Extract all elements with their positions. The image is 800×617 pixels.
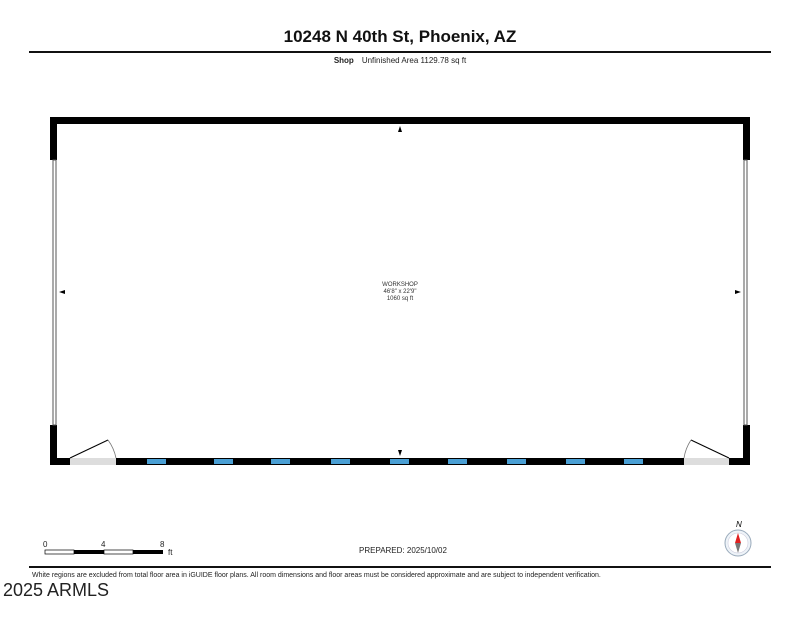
floor-name: Shop <box>333 56 354 65</box>
scale-label-4: 4 <box>101 540 106 549</box>
left-door <box>69 439 117 465</box>
right-wall-lower <box>743 425 750 465</box>
window <box>448 459 467 464</box>
floor-area: Unfinished Area 1129.78 sq ft <box>361 56 467 65</box>
watermark: 2025 ARMLS <box>3 580 110 600</box>
prepared-date: PREPARED: 2025/10/02 <box>359 546 447 555</box>
arrow-left-icon <box>59 290 65 294</box>
top-wall <box>50 117 750 124</box>
arrow-right-icon <box>735 290 741 294</box>
scale-unit: ft <box>168 548 173 557</box>
right-wall-upper <box>743 117 750 160</box>
arrow-up-icon <box>398 126 402 132</box>
right-window <box>743 159 748 426</box>
room-label-workshop: WORKSHOP 46'8" x 22'9" 1060 sq ft <box>300 282 500 303</box>
window <box>566 459 585 464</box>
compass-label: N <box>736 520 742 529</box>
window <box>390 459 409 464</box>
window <box>507 459 526 464</box>
right-door <box>683 439 730 465</box>
page-title: 10248 N 40th St, Phoenix, AZ <box>283 27 517 46</box>
scale-label-8: 8 <box>160 540 165 549</box>
scale-bar <box>44 549 163 555</box>
disclaimer: White regions are excluded from total fl… <box>32 572 601 579</box>
bottom-wall <box>50 458 70 465</box>
room-name: WORKSHOP <box>382 282 418 288</box>
compass-icon <box>724 529 752 557</box>
scale-label-0: 0 <box>43 540 48 549</box>
room-area: 1060 sq ft <box>386 296 414 302</box>
window <box>624 459 643 464</box>
floor-subtitle: Shop Unfinished Area 1129.78 sq ft <box>0 56 800 65</box>
window <box>147 459 166 464</box>
left-wall-upper <box>50 117 57 160</box>
divider <box>29 51 771 53</box>
window <box>271 459 290 464</box>
room-dimensions: 46'8" x 22'9" <box>383 289 417 295</box>
window <box>214 459 233 464</box>
left-wall-lower <box>50 425 57 465</box>
divider <box>29 566 771 568</box>
left-window <box>52 159 57 426</box>
bottom-windows <box>147 459 643 464</box>
bottom-wall <box>729 458 750 465</box>
arrow-down-icon <box>398 450 402 456</box>
window <box>331 459 350 464</box>
